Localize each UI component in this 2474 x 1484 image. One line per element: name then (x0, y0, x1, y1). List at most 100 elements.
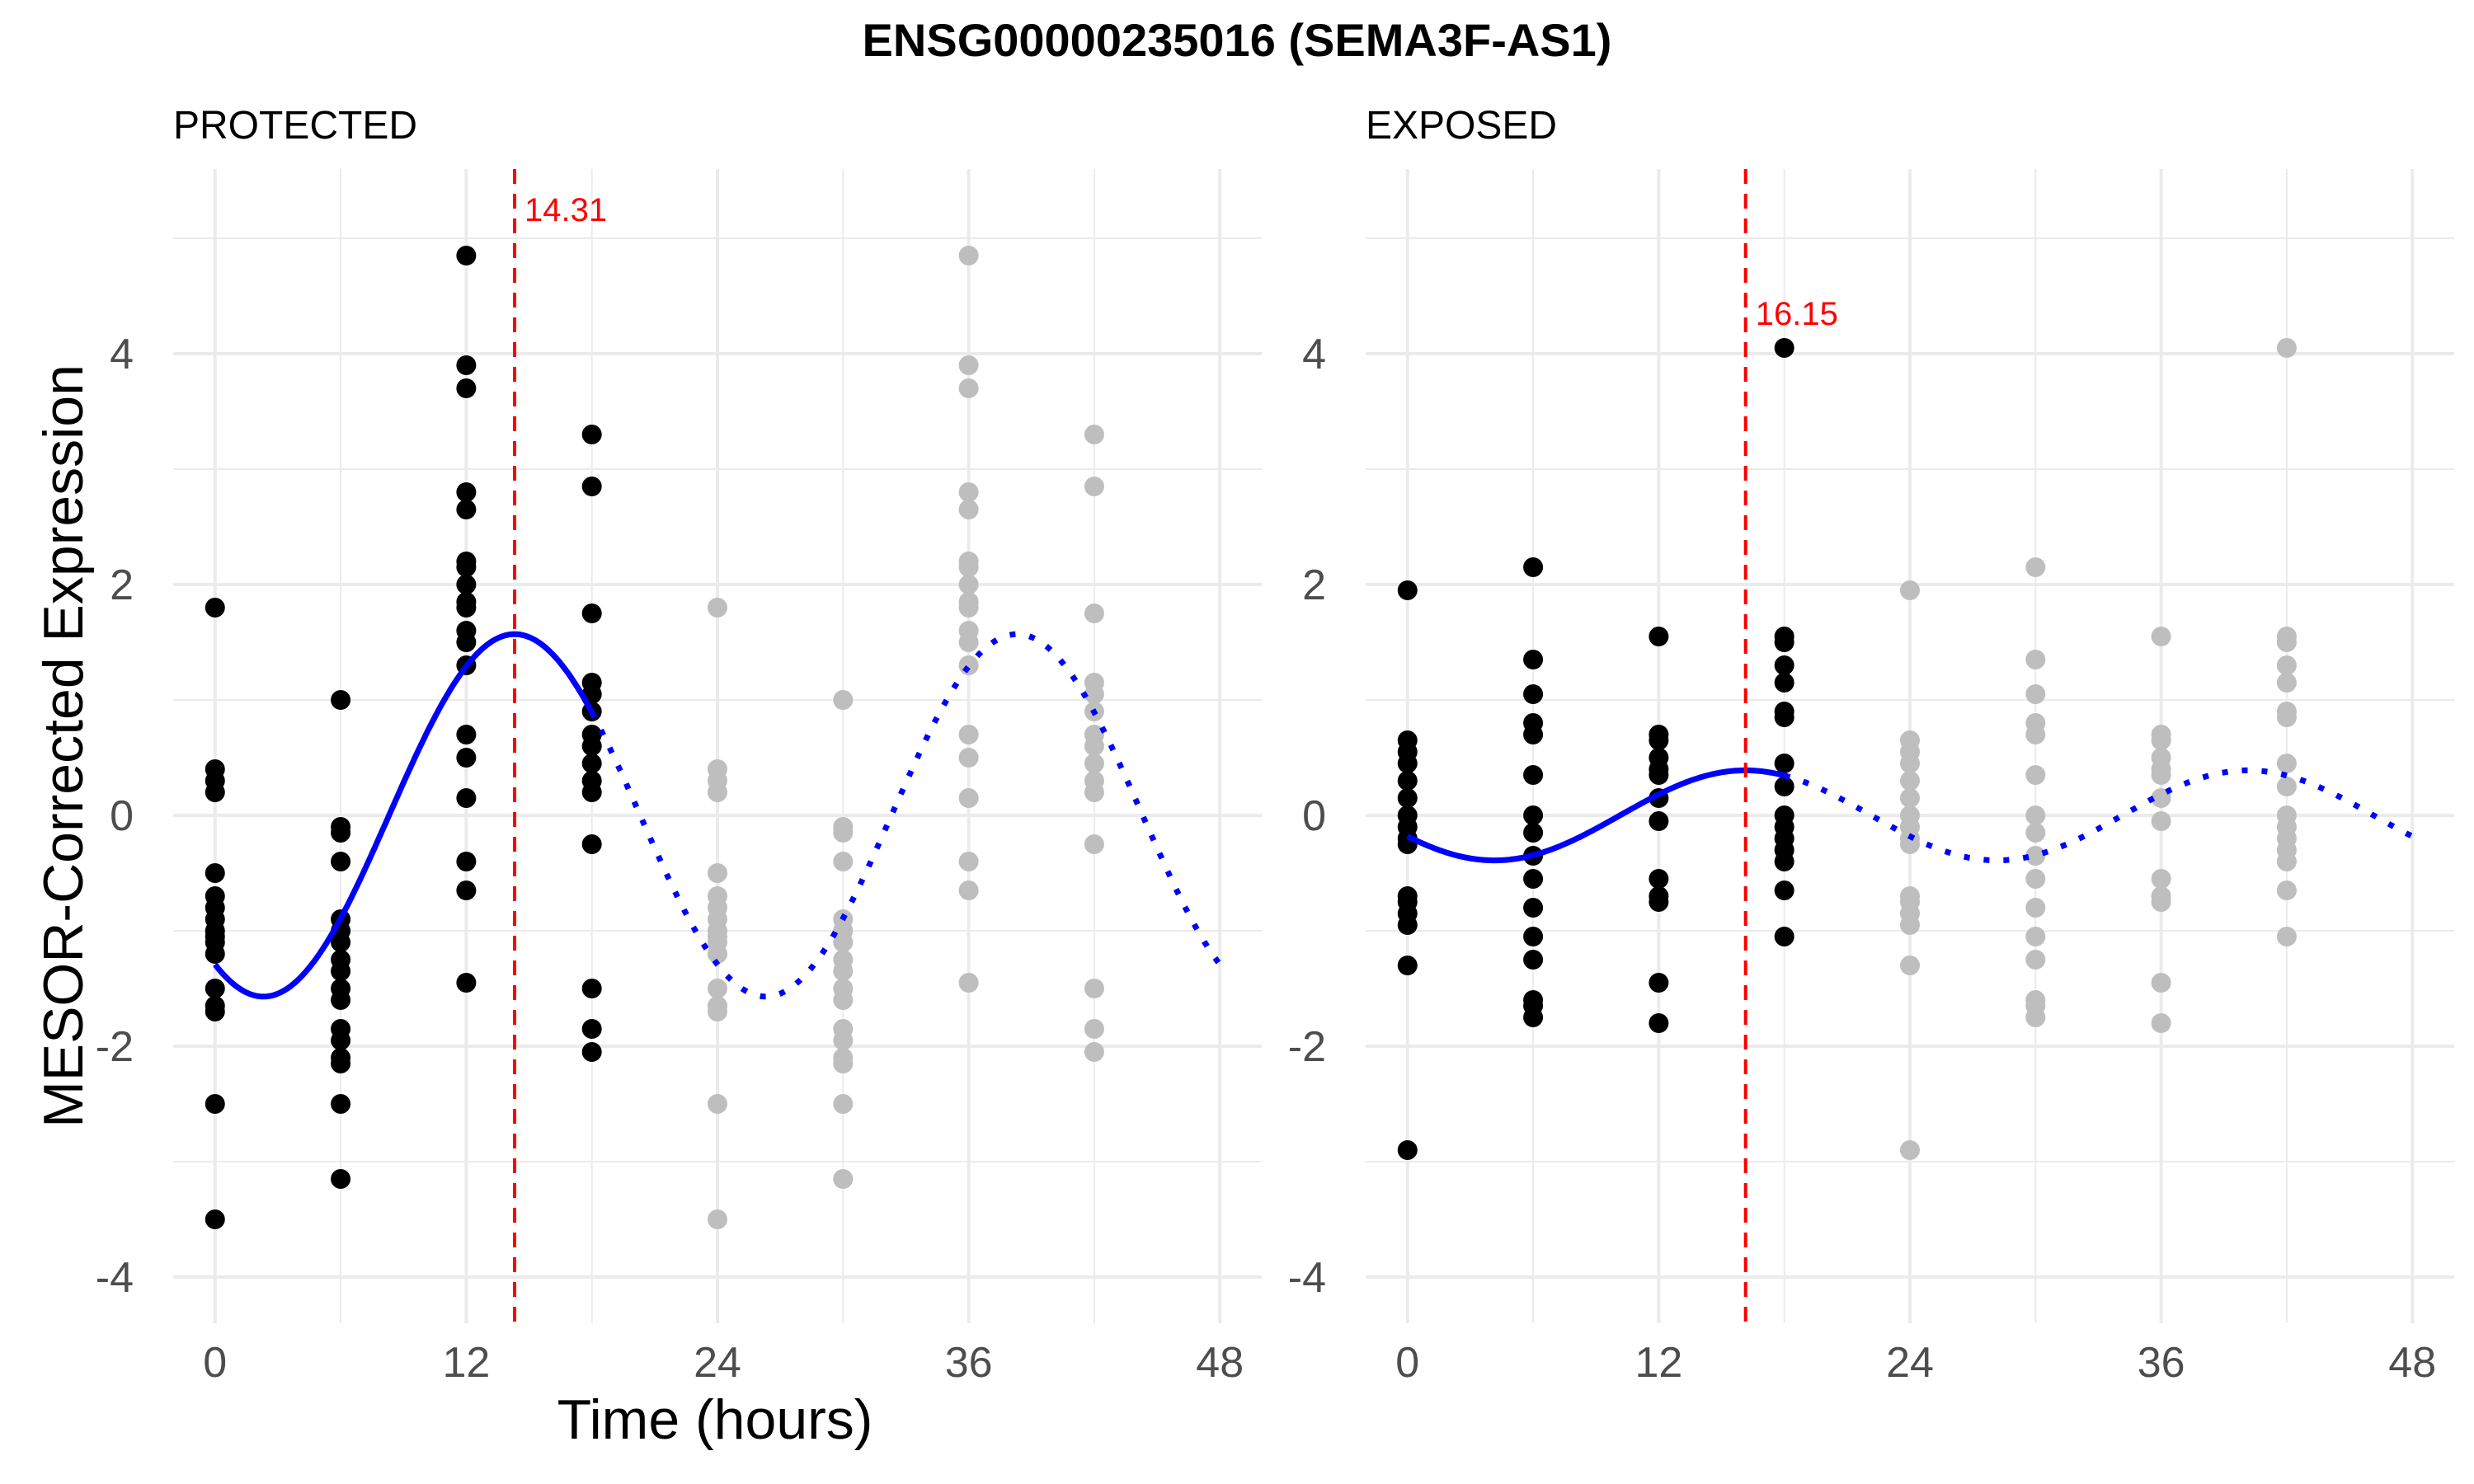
replicated-point (833, 690, 854, 710)
data-point (1397, 788, 1418, 808)
replicated-point (1084, 603, 1104, 623)
data-point (1649, 1013, 1669, 1033)
data-point (1774, 927, 1794, 946)
replicated-point (2276, 338, 2297, 358)
replicated-point (1900, 915, 1920, 935)
replicated-point (2025, 898, 2046, 918)
x-tick-label: 0 (1395, 1339, 1419, 1387)
replicated-point (833, 932, 854, 952)
replicated-point (833, 990, 854, 1010)
data-point (456, 725, 477, 744)
replicated-point (708, 979, 727, 998)
replicated-point (2151, 1013, 2171, 1033)
replicated-point (2276, 927, 2297, 946)
replicated-point (958, 598, 979, 618)
x-tick-label: 0 (203, 1339, 227, 1387)
data-point (1774, 632, 1794, 652)
replicated-point (833, 1169, 854, 1189)
x-axis-label: Time (hours) (557, 1388, 873, 1451)
data-point (1523, 684, 1544, 704)
data-point (331, 1169, 351, 1189)
chart-title: ENSG00000235016 (SEMA3F-AS1) (863, 14, 1612, 66)
data-point (581, 477, 602, 496)
replicated-point (958, 852, 979, 871)
y-tick-label: -4 (96, 1254, 134, 1302)
replicated-point (2151, 869, 2171, 889)
data-point (1774, 338, 1794, 358)
x-tick-label: 12 (442, 1339, 490, 1387)
data-point (581, 782, 602, 802)
data-point (331, 690, 351, 710)
data-point (456, 355, 477, 375)
replicated-point (2151, 765, 2171, 785)
data-point (581, 736, 602, 756)
replicated-point (2025, 823, 2046, 843)
x-tick-label: 24 (1886, 1339, 1934, 1387)
x-tick-label: 48 (1196, 1339, 1244, 1387)
data-point (1523, 557, 1544, 577)
replicated-point (2151, 892, 2171, 912)
data-point (331, 990, 351, 1010)
y-tick-label: 4 (1302, 331, 1326, 378)
replicated-point (2025, 650, 2046, 669)
data-point (205, 1209, 225, 1229)
replicated-point (1900, 754, 1920, 773)
replicated-point (958, 246, 979, 265)
replicated-point (958, 482, 979, 502)
replicated-point (958, 788, 979, 808)
replicated-point (958, 725, 979, 744)
data-point (331, 1054, 351, 1073)
replicated-point (2025, 1007, 2046, 1027)
replicated-point (2025, 846, 2046, 866)
data-point (1523, 927, 1544, 946)
replicated-point (2025, 684, 2046, 704)
replicated-point (1900, 834, 1920, 854)
replicated-point (833, 1094, 854, 1114)
data-point (1774, 655, 1794, 675)
data-point (205, 1094, 225, 1114)
data-point (1774, 673, 1794, 693)
data-point (1523, 725, 1544, 744)
data-point (205, 944, 225, 964)
replicated-point (958, 557, 979, 577)
data-point (1649, 811, 1669, 831)
data-point (1774, 707, 1794, 727)
replicated-point (2151, 973, 2171, 993)
fit-line-solid (1406, 767, 1785, 864)
data-point (205, 598, 225, 618)
data-point (1649, 627, 1669, 646)
replicated-point (1084, 425, 1104, 444)
x-tick-label: 48 (2388, 1339, 2436, 1387)
x-tick-label: 24 (694, 1339, 741, 1387)
y-tick-label: -2 (1288, 1023, 1326, 1071)
data-point (1649, 730, 1669, 750)
data-point (1523, 950, 1544, 970)
replicated-point (833, 961, 854, 981)
replicated-point (958, 973, 979, 993)
data-point (581, 1042, 602, 1062)
data-point (456, 632, 477, 652)
data-point (1523, 869, 1544, 889)
x-tick-label: 12 (1634, 1339, 1682, 1387)
data-point (581, 425, 602, 444)
data-point (1774, 754, 1794, 773)
replicated-point (708, 782, 727, 802)
data-point (456, 378, 477, 398)
data-point (456, 246, 477, 265)
y-tick-label: 0 (110, 792, 134, 840)
data-point (331, 852, 351, 871)
data-point (1523, 1007, 1544, 1027)
replicated-point (2276, 881, 2297, 900)
replicated-point (2276, 707, 2297, 727)
replicated-point (1084, 684, 1104, 704)
replicated-point (833, 1054, 854, 1073)
y-axis-label: MESOR-Corrected Expression (32, 364, 95, 1128)
data-point (1397, 956, 1418, 975)
data-point (331, 823, 351, 843)
replicated-point (1900, 1140, 1920, 1160)
fit-line-solid (213, 631, 595, 1000)
data-point (456, 598, 477, 618)
data-point (205, 863, 225, 883)
